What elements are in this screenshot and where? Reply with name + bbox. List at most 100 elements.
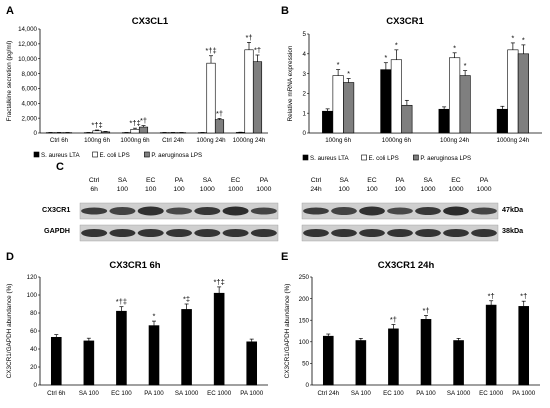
chart-d-significance-label: *†‡ (116, 297, 127, 306)
chart-e-bar (356, 341, 366, 385)
chart-d-bar (51, 337, 61, 385)
chart-e-significance-label: *† (390, 315, 397, 324)
chart-d-x-tick-label: EC 100 (111, 390, 132, 397)
chart-a-significance-label: *† (216, 109, 223, 118)
wb-right-lane-label: 100 (338, 186, 350, 193)
panel-letter-c: C (56, 161, 64, 173)
wb-right-lane-label: PA (396, 177, 405, 184)
chart-a-legend-swatch (34, 152, 39, 157)
chart-a-legend-label: P. aeruginosa LPS (151, 152, 202, 159)
chart-b-legend-swatch (303, 155, 308, 160)
wb-right-band (415, 207, 441, 215)
chart-d-y-tick-label: 80 (30, 310, 37, 317)
wb-left-band (166, 208, 192, 215)
chart-e-bar (454, 341, 464, 385)
wb-marker-47kda: 47kDa (502, 205, 524, 214)
chart-a-bar (139, 127, 148, 133)
wb-left-lane-label: 100 (145, 186, 157, 193)
chart-e-bar (486, 305, 496, 385)
chart-d-y-tick-label: 0 (34, 382, 38, 389)
wb-right-lane-label: EC (367, 177, 377, 184)
chart-b-bar (518, 54, 529, 133)
wb-left-lane-label: 6h (90, 186, 98, 193)
chart-d-x-tick-label: SA 100 (79, 390, 100, 397)
chart-d-y-tick-label: 120 (27, 274, 38, 281)
wb-left-band (194, 207, 220, 215)
chart-b-y-tick-label: 0 (303, 130, 307, 137)
chart-a-y-tick-label: 10,000 (18, 56, 37, 63)
chart-d-significance-label: *†‡ (214, 277, 225, 286)
chart-a-y-tick-label: 14,000 (18, 26, 37, 33)
wb-left-lane-label: 1000 (228, 186, 243, 193)
panel-letter-e: E (281, 251, 288, 263)
chart-e-bar (519, 306, 529, 385)
chart-b-significance-label: * (464, 61, 467, 70)
wb-left-lane-label: EC (231, 177, 241, 184)
wb-left-band (223, 229, 249, 237)
chart-a-bar (207, 63, 216, 133)
wb-row-label-gapdh: GAPDH (44, 226, 70, 235)
chart-a-significance-label: *†‡ (91, 121, 102, 130)
wb-right-band (331, 229, 357, 237)
chart-b-bar (439, 109, 450, 133)
wb-left-band (138, 229, 164, 237)
chart-title-e: CX3CR1 24h (378, 260, 435, 271)
wb-left-band (166, 229, 192, 237)
panel-letter-b: B (281, 5, 289, 17)
chart-e-y-axis-label: CX3CR1/GAPDH abundance (%) (284, 284, 291, 379)
chart-d-bar (247, 342, 257, 385)
chart-e-bar (421, 319, 431, 385)
chart-b-legend-swatch (413, 155, 418, 160)
chart-b-legend-label: S. aureus LTA (310, 155, 350, 162)
chart-e-y-tick-label: 250 (299, 274, 310, 281)
wb-left-lane-label: PA (260, 177, 269, 184)
wb-right-lane-label: EC (451, 177, 461, 184)
chart-b-bar (343, 83, 354, 133)
chart-b-bar (402, 105, 413, 133)
chart-e-y-tick-label: 150 (299, 317, 310, 324)
chart-a-significance-label: *† (245, 33, 252, 42)
chart-b-significance-label: * (522, 35, 525, 44)
wb-right-band (387, 208, 413, 215)
chart-a-y-tick-label: 2,000 (22, 115, 38, 122)
wb-right-band (415, 229, 441, 237)
chart-e-x-tick-label: EC 1000 (479, 390, 504, 397)
wb-right-band (303, 229, 329, 237)
chart-b-y-tick-label: 4 (303, 51, 307, 58)
chart-b-bar (381, 70, 392, 133)
chart-b-significance-label: * (337, 60, 340, 69)
chart-e-y-tick-label: 50 (302, 361, 309, 368)
chart-d-x-tick-label: EC 1000 (207, 390, 232, 397)
wb-left-lane-label: PA (175, 177, 184, 184)
chart-d-significance-label: * (153, 312, 156, 321)
chart-a-bar (131, 129, 140, 133)
chart-e-x-tick-label: SA 100 (351, 390, 372, 397)
chart-a-bar (93, 131, 102, 133)
chart-b-bar (497, 109, 508, 133)
chart-a-y-tick-label: 6,000 (22, 86, 38, 93)
wb-right-lane-label: 100 (366, 186, 378, 193)
wb-right-band (359, 207, 385, 216)
chart-b-significance-label: * (395, 40, 398, 49)
chart-a-legend-label: S. aureus LTA (41, 152, 81, 159)
chart-a-significance-label: *†‡ (129, 119, 140, 128)
chart-a-bar (245, 50, 254, 133)
chart-b-bar (449, 58, 460, 133)
chart-a-significance-label: *†‡ (205, 46, 216, 55)
panel-letter-a: A (6, 5, 14, 17)
chart-b-bar (322, 111, 333, 133)
chart-e-bar (388, 329, 398, 385)
chart-d-y-tick-label: 60 (30, 328, 37, 335)
chart-d-bar (214, 293, 224, 385)
chart-b-y-tick-label: 2 (303, 91, 307, 98)
wb-right-lane-label: Ctrl (311, 177, 322, 184)
chart-a-x-tick-label: Ctrl 24h (162, 137, 184, 144)
wb-right-band (303, 208, 329, 215)
chart-e-significance-label: *† (422, 306, 429, 315)
wb-right-band (471, 208, 497, 215)
chart-a-x-tick-label: 1000ng 24h (233, 137, 266, 144)
wb-marker-38kda: 38kDa (502, 226, 524, 235)
chart-d-bar (84, 341, 94, 385)
